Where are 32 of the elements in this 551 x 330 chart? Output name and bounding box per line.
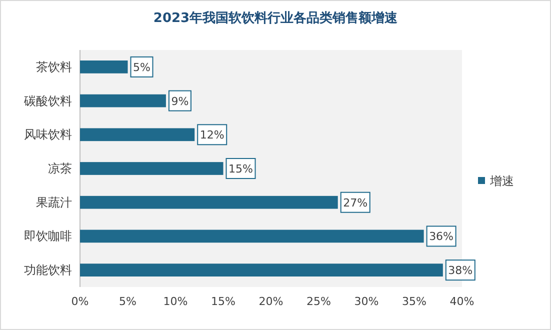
x-tick-label: 20% <box>258 295 284 308</box>
bar <box>80 162 224 175</box>
data-label: 9% <box>171 94 189 108</box>
bar <box>80 230 424 243</box>
chart-title: 2023年我国软饮料行业各品类销售额增速 <box>153 10 399 26</box>
legend-label: 增速 <box>489 174 514 188</box>
data-label: 12% <box>200 128 224 142</box>
data-label: 27% <box>343 196 368 210</box>
data-label: 5% <box>133 60 150 74</box>
data-label: 15% <box>228 162 253 176</box>
y-tick-label: 凉茶 <box>48 162 72 176</box>
x-tick-label: 40% <box>450 295 474 308</box>
x-tick-label: 35% <box>402 295 426 308</box>
y-tick-label: 功能饮料 <box>24 263 72 278</box>
bar <box>80 264 443 277</box>
y-tick-label: 果蔬汁 <box>36 195 72 210</box>
x-tick-label: 5% <box>119 295 136 308</box>
y-tick-label: 即饮咖啡 <box>24 229 72 244</box>
x-tick-label: 30% <box>354 295 379 308</box>
data-label: 38% <box>448 264 473 278</box>
y-tick-label: 茶饮料 <box>36 60 72 74</box>
x-tick-label: 0% <box>71 295 89 308</box>
x-tick-label: 10% <box>163 295 188 308</box>
y-tick-label: 碳酸饮料 <box>23 94 72 108</box>
x-tick-label: 25% <box>306 295 331 308</box>
x-tick-label: 15% <box>211 295 236 308</box>
y-tick-label: 风味饮料 <box>24 128 72 142</box>
bar <box>80 196 338 209</box>
bar <box>80 94 166 108</box>
bar <box>80 60 128 74</box>
bar <box>80 128 195 142</box>
data-label: 36% <box>429 230 454 244</box>
